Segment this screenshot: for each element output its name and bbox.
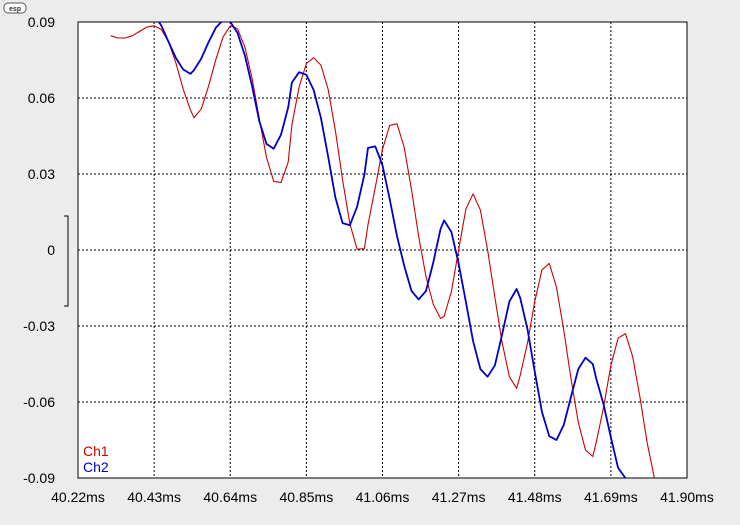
y-tick-label: 0.03 <box>28 166 55 182</box>
x-tick-label: 40.85ms <box>280 489 334 505</box>
x-tick-label: 41.06ms <box>356 489 410 505</box>
x-tick-label: 41.48ms <box>508 489 562 505</box>
y-tick-label: -0.03 <box>23 318 55 334</box>
y-tick-label: -0.09 <box>23 470 55 486</box>
series-line-ch1 <box>110 25 656 478</box>
esp-badge: esp <box>3 2 27 14</box>
legend-entry-ch1: Ch1 <box>83 443 109 459</box>
zero-level-bracket <box>64 215 69 307</box>
x-tick-label: 40.64ms <box>203 489 257 505</box>
y-tick-label: 0.06 <box>28 90 55 106</box>
esp-badge-label: esp <box>9 6 21 13</box>
legend-entry-ch2: Ch2 <box>83 459 109 475</box>
grid-lines <box>78 22 687 478</box>
x-axis-tick-labels: 40.22ms 40.43ms 40.64ms 40.85ms 41.06ms 41.27… <box>51 489 714 505</box>
legend: Ch1 Ch2 <box>83 443 109 475</box>
y-tick-label: 0 <box>47 242 55 258</box>
x-tick-label: 40.22ms <box>51 489 105 505</box>
x-tick-label: 41.27ms <box>432 489 486 505</box>
series-layer <box>110 22 656 478</box>
y-axis-tick-labels: 0.09 0.06 0.03 0 -0.03 -0.06 -0.09 <box>23 14 55 486</box>
series-line-ch2 <box>157 22 627 478</box>
y-tick-label: -0.06 <box>23 394 55 410</box>
x-tick-label: 41.90ms <box>660 489 714 505</box>
x-tick-label: 41.69ms <box>584 489 638 505</box>
y-tick-label: 0.09 <box>28 14 55 30</box>
x-tick-label: 40.43ms <box>127 489 181 505</box>
esp-badge-frame <box>3 2 27 14</box>
